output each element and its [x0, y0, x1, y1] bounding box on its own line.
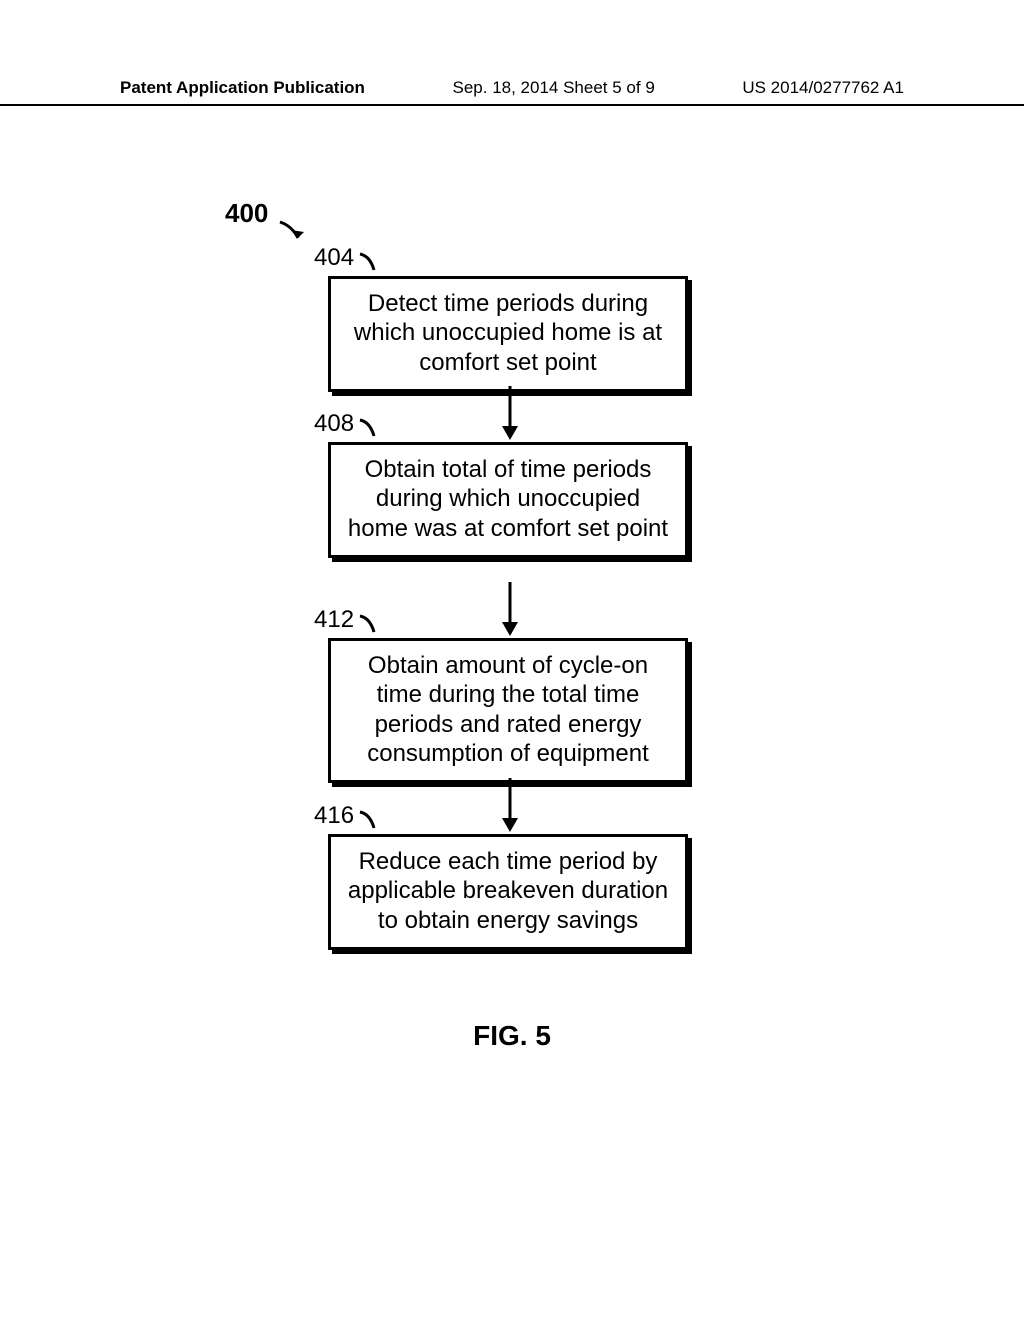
step-box-text: Obtain amount of cycle-on time during th… [328, 638, 688, 783]
diagram-ref-main: 400 [225, 198, 268, 229]
header-left: Patent Application Publication [120, 78, 365, 98]
arrow-down-icon [500, 582, 520, 638]
ref-hook-icon [358, 252, 380, 274]
header-right: US 2014/0277762 A1 [742, 78, 904, 98]
ref-hook-icon [358, 810, 380, 832]
ref-hook-icon [358, 418, 380, 440]
figure-caption: FIG. 5 [0, 1020, 1024, 1052]
step-box-text: Detect time periods during which unoccup… [328, 276, 688, 392]
step-box-text: Reduce each time period by applicable br… [328, 834, 688, 950]
page: Patent Application Publication Sep. 18, … [0, 0, 1024, 1320]
step-box-416: Reduce each time period by applicable br… [328, 834, 688, 950]
step-ref-404: 404 [314, 244, 354, 272]
ref-arrow-icon [278, 220, 308, 250]
step-box-text: Obtain total of time periods during whic… [328, 442, 688, 558]
step-box-404: Detect time periods during which unoccup… [328, 276, 688, 392]
step-ref-416: 416 [314, 802, 354, 830]
header-center: Sep. 18, 2014 Sheet 5 of 9 [453, 78, 655, 98]
page-header: Patent Application Publication Sep. 18, … [0, 78, 1024, 106]
step-ref-412: 412 [314, 606, 354, 634]
arrow-down-icon [500, 386, 520, 442]
step-box-408: Obtain total of time periods during whic… [328, 442, 688, 558]
step-ref-408: 408 [314, 410, 354, 438]
step-box-412: Obtain amount of cycle-on time during th… [328, 638, 688, 783]
ref-hook-icon [358, 614, 380, 636]
arrow-down-icon [500, 778, 520, 834]
